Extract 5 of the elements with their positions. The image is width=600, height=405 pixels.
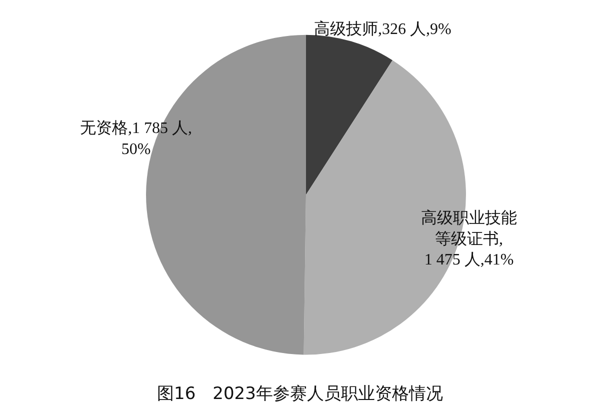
text: 图16 2023年参赛人员职业资格情况 — [157, 384, 443, 404]
slice-label: 无资格,1 785 人,50% — [80, 119, 192, 158]
slice-label: 高级技师,326 人,9% — [314, 20, 452, 38]
pie-slice — [306, 34, 392, 195]
slice-label: 高级职业技能等级证书,1 475 人,41% — [421, 209, 517, 269]
